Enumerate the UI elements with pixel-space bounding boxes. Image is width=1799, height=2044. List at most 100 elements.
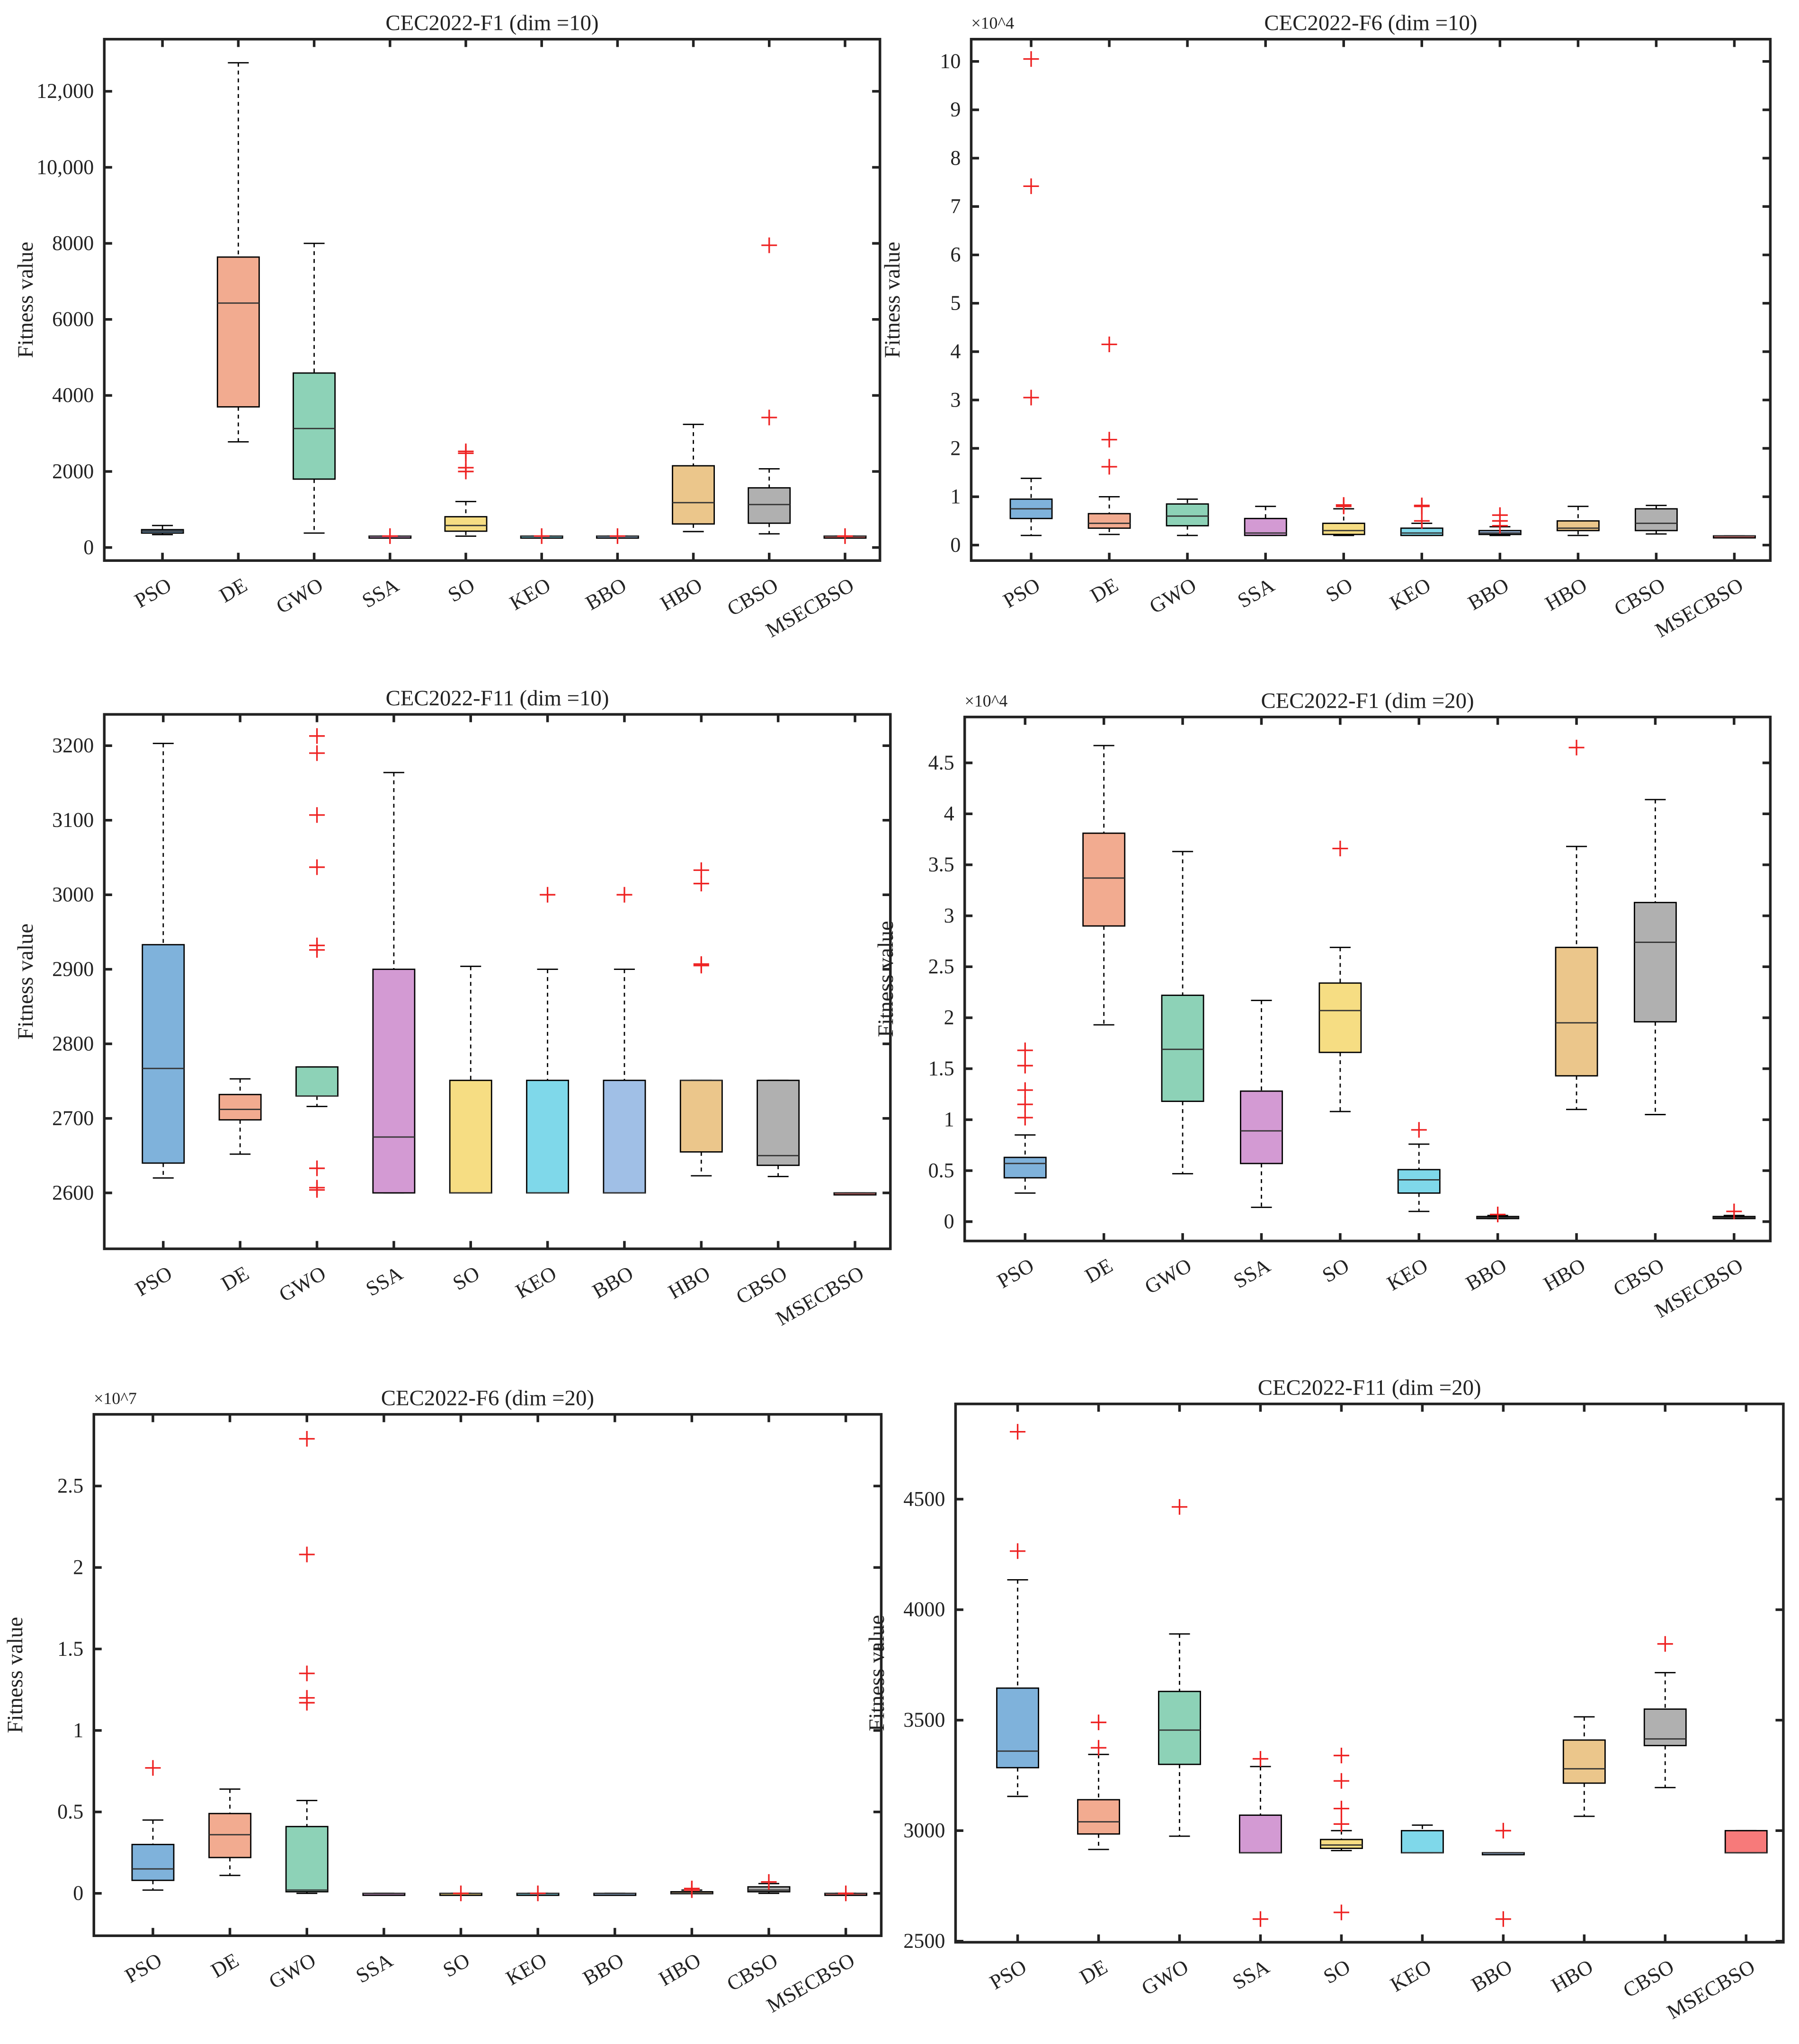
box-iqr xyxy=(218,1093,262,1121)
y-tick-label: 1 xyxy=(73,1718,83,1742)
outlier-marker xyxy=(693,862,709,878)
x-tick-label: CBSO xyxy=(1610,573,1669,621)
outlier-marker xyxy=(299,1665,315,1681)
y-tick-label: 3 xyxy=(950,388,961,411)
y-tick-label: 0.5 xyxy=(928,1159,954,1182)
box-hbo xyxy=(672,424,715,533)
outlier-marker xyxy=(309,859,325,875)
outlier-marker xyxy=(1010,1543,1026,1559)
x-tick-label: GWO xyxy=(1146,573,1201,618)
y-tick-label: 4000 xyxy=(903,1598,945,1621)
outlier-marker xyxy=(382,528,398,544)
y-tick-label: 2 xyxy=(73,1555,83,1579)
outlier-marker xyxy=(309,1180,325,1196)
x-tick-label: KEO xyxy=(1386,573,1434,615)
y-tick-label: 9 xyxy=(950,98,961,121)
box-iqr xyxy=(1082,832,1126,927)
x-tick-label: BBO xyxy=(1464,573,1513,615)
y-tick-label: 2 xyxy=(950,436,961,460)
outlier-marker xyxy=(309,745,325,761)
y-tick-label: 4.5 xyxy=(928,751,954,774)
chart-title: CEC2022-F11 (dim =20) xyxy=(1258,1376,1481,1400)
box-msecbso xyxy=(824,1885,868,1902)
box-gwo xyxy=(1166,498,1209,536)
box-bbo xyxy=(1476,1207,1520,1223)
y-tick-label: 2600 xyxy=(52,1181,94,1204)
x-tick-label: SSA xyxy=(352,1948,397,1988)
box-iqr xyxy=(679,1079,723,1153)
box-so xyxy=(439,1885,482,1902)
chart-title: CEC2022-F11 (dim =10) xyxy=(386,686,609,711)
box-iqr xyxy=(1087,513,1131,529)
box-so xyxy=(1318,840,1362,1112)
x-tick-label: HBO xyxy=(1541,573,1591,615)
box-pso xyxy=(141,524,184,535)
box-cbso xyxy=(1634,505,1678,535)
box-iqr xyxy=(603,1079,646,1194)
box-de xyxy=(218,1078,262,1155)
outlier-marker xyxy=(1333,1773,1349,1789)
chart-panel-5: CEC2022-F6 (dim =20) Fitness value ×10^7 0 0… xyxy=(3,1386,883,2017)
x-tick-label: SO xyxy=(444,573,479,607)
box-ssa xyxy=(372,772,416,1194)
y-tick-label: 7 xyxy=(950,195,961,218)
box-pso xyxy=(1009,51,1053,536)
box-iqr xyxy=(1077,1799,1120,1835)
y-axis-multiplier: ×10^4 xyxy=(971,14,1014,33)
y-tick-label: 6000 xyxy=(52,308,94,331)
outlier-marker xyxy=(1023,51,1039,67)
x-tick-label: DE xyxy=(1081,1253,1116,1288)
x-tick-label: MSECBSO xyxy=(772,1262,868,1330)
plot-frame xyxy=(103,713,892,1250)
box-pso xyxy=(131,1760,175,1891)
box-keo xyxy=(1397,1122,1441,1212)
box-de xyxy=(208,1788,252,1876)
x-tick-label: GWO xyxy=(265,1948,320,1993)
outlier-marker xyxy=(453,1885,469,1902)
x-tick-label: CBSO xyxy=(723,1948,782,1996)
box-keo xyxy=(520,528,563,544)
box-so xyxy=(449,965,492,1194)
outlier-marker xyxy=(530,1885,546,1902)
box-hbo xyxy=(1556,506,1600,536)
x-tick-label: CBSO xyxy=(723,573,782,621)
outlier-marker xyxy=(1017,1058,1033,1074)
outlier-marker xyxy=(299,1546,315,1563)
outlier-marker xyxy=(1010,1424,1026,1440)
outlier-marker xyxy=(1490,1207,1506,1223)
x-tick-label: DE xyxy=(1087,573,1122,607)
x-tick-label: SSA xyxy=(358,573,403,613)
box-iqr xyxy=(293,372,336,480)
box-msecbso xyxy=(1713,535,1756,539)
y-tick-label: 3000 xyxy=(52,883,94,906)
y-tick-label: 0 xyxy=(944,1209,954,1233)
x-tick-label: CBSO xyxy=(732,1262,791,1309)
y-tick-label: 6 xyxy=(950,243,961,266)
x-tick-label: CBSO xyxy=(1619,1955,1678,2002)
box-de xyxy=(1077,1715,1120,1850)
x-tick-label: PSO xyxy=(131,573,175,613)
box-bbo xyxy=(596,528,639,544)
box-ssa xyxy=(1239,1751,1282,1927)
box-iqr xyxy=(444,516,488,532)
chart-title: CEC2022-F1 (dim =20) xyxy=(1261,688,1474,713)
x-tick-label: HBO xyxy=(657,573,706,615)
box-msecbso xyxy=(823,528,867,544)
box-iqr xyxy=(1634,508,1678,532)
y-tick-label: 1.5 xyxy=(57,1637,83,1660)
box-keo xyxy=(1400,498,1443,536)
box-hbo xyxy=(1555,739,1598,1111)
x-tick-label: PSO xyxy=(121,1948,166,1988)
outlier-marker xyxy=(1017,1110,1033,1126)
box-keo xyxy=(1400,1824,1444,1854)
box-msecbso xyxy=(1724,1830,1768,1854)
box-iqr xyxy=(1319,1839,1363,1849)
outlier-marker xyxy=(145,1760,161,1776)
y-tick-label: 8 xyxy=(950,146,961,169)
box-iqr xyxy=(216,256,260,408)
x-tick-label: DE xyxy=(207,1948,242,1982)
box-de xyxy=(216,62,260,443)
x-tick-label: SO xyxy=(449,1262,483,1295)
outlier-marker xyxy=(1023,178,1039,194)
x-tick-label: SSA xyxy=(362,1262,407,1301)
